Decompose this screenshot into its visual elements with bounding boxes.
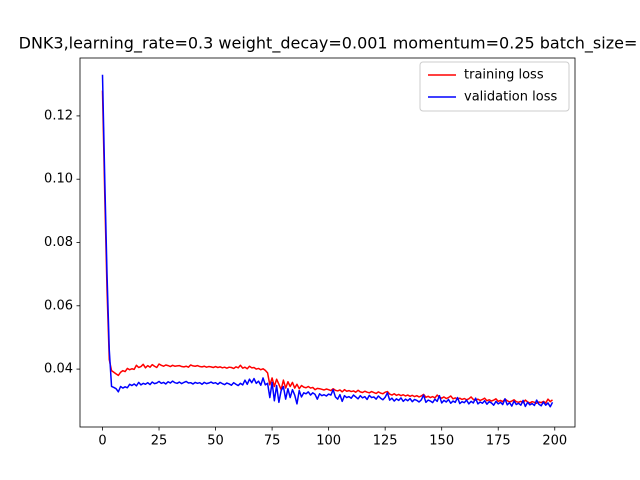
y-tick-label: 0.06 (44, 298, 73, 313)
y-tick-label: 0.10 (44, 172, 73, 187)
x-tick-label: 75 (264, 434, 281, 449)
x-tick-label: 25 (151, 434, 168, 449)
x-tick-label: 100 (316, 434, 341, 449)
series-line (101, 90, 553, 405)
x-tick-label: 0 (98, 434, 106, 449)
x-tick-label: 200 (542, 434, 567, 449)
legend-label: training loss (464, 68, 544, 83)
legend-box (419, 61, 570, 112)
legend-label: validation loss (464, 90, 557, 105)
x-tick-label: 175 (486, 434, 511, 449)
x-tick-label: 125 (373, 434, 398, 449)
y-tick-label: 0.08 (44, 235, 73, 250)
x-tick-label: 150 (429, 434, 454, 449)
chart-title: DNK3,learning_rate=0.3 weight_decay=0.00… (19, 34, 638, 54)
y-tick-label: 0.04 (44, 362, 73, 377)
y-tick-label: 0.12 (44, 108, 73, 123)
plot-frame (79, 57, 576, 428)
series-line (101, 74, 554, 408)
x-tick-label: 50 (207, 434, 224, 449)
